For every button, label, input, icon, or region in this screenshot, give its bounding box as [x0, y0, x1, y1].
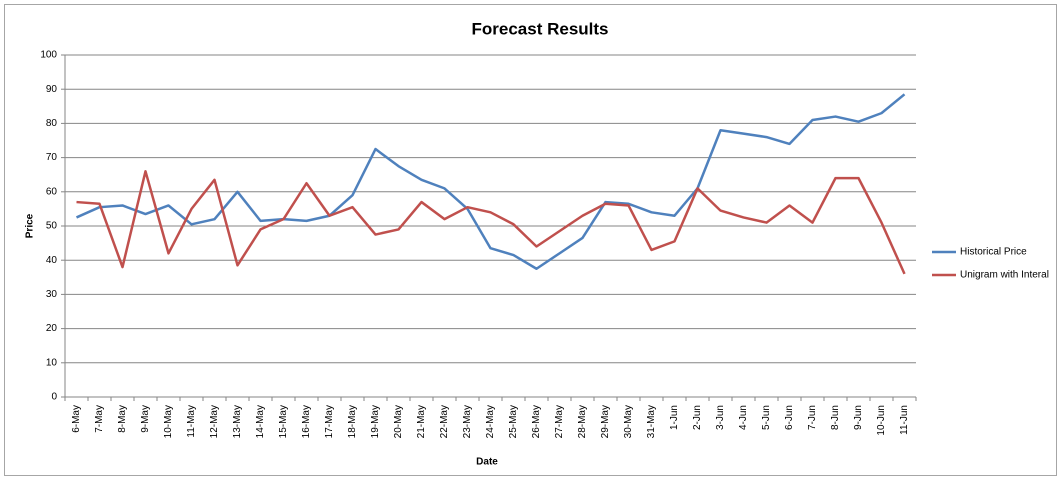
x-tick-label: 7-May [94, 405, 105, 433]
x-tick-label: 30-May [623, 405, 634, 438]
y-tick-label: 0 [51, 392, 57, 403]
x-tick-label: 11-Jun [899, 405, 910, 435]
x-tick-label: 15-May [278, 405, 289, 438]
x-tick-label: 6-Jun [784, 405, 795, 430]
x-tick-label: 22-May [439, 405, 450, 438]
x-tick-label: 23-May [462, 405, 473, 438]
x-tick-label: 2-Jun [692, 405, 703, 430]
x-tick-label: 27-May [554, 405, 565, 438]
x-tick-label: 10-May [163, 405, 174, 438]
x-tick-label: 14-May [255, 405, 266, 438]
legend-label: Unigram with Interal [960, 270, 1049, 281]
x-tick-label: 26-May [531, 405, 542, 438]
x-tick-label: 19-May [370, 405, 381, 438]
x-tick-label: 25-May [508, 405, 519, 438]
x-tick-label: 4-Jun [738, 405, 749, 430]
x-tick-label: 7-Jun [807, 405, 818, 430]
legend-label: Historical Price [960, 247, 1027, 258]
x-tick-label: 11-May [186, 405, 197, 438]
x-tick-label: 9-May [140, 405, 151, 433]
x-tick-label: 3-Jun [715, 405, 726, 430]
y-tick-label: 40 [46, 255, 58, 266]
x-tick-label: 29-May [600, 405, 611, 438]
x-tick-label: 16-May [301, 405, 312, 438]
x-tick-label: 20-May [393, 405, 404, 438]
x-tick-label: 31-May [646, 405, 657, 438]
chart-title: Forecast Results [472, 19, 609, 38]
y-tick-label: 10 [46, 357, 58, 368]
y-tick-label: 90 [46, 84, 58, 95]
x-tick-label: 1-Jun [669, 405, 680, 430]
series-line [76, 170, 906, 275]
y-axis-label: Price [25, 213, 36, 238]
y-tick-label: 80 [46, 118, 58, 129]
y-tick-label: 50 [46, 221, 58, 232]
x-tick-label: 13-May [232, 405, 243, 438]
y-tick-label: 100 [40, 50, 57, 61]
x-tick-label: 18-May [347, 405, 358, 438]
x-tick-label: 9-Jun [853, 405, 864, 430]
x-tick-label: 21-May [416, 405, 427, 438]
y-tick-label: 20 [46, 323, 58, 334]
y-tick-label: 30 [46, 289, 58, 300]
x-tick-label: 17-May [324, 405, 335, 438]
y-tick-label: 60 [46, 186, 58, 197]
x-tick-label: 5-Jun [761, 405, 772, 430]
x-tick-label: 24-May [485, 405, 496, 438]
x-axis-label: Date [476, 457, 498, 468]
x-tick-label: 10-Jun [876, 405, 887, 436]
x-tick-label: 8-Jun [830, 405, 841, 430]
x-tick-label: 6-May [71, 405, 82, 433]
y-tick-label: 70 [46, 152, 58, 163]
series-line [75, 93, 906, 270]
x-tick-label: 28-May [577, 405, 588, 438]
x-tick-label: 8-May [117, 405, 128, 433]
x-tick-label: 12-May [209, 405, 220, 438]
